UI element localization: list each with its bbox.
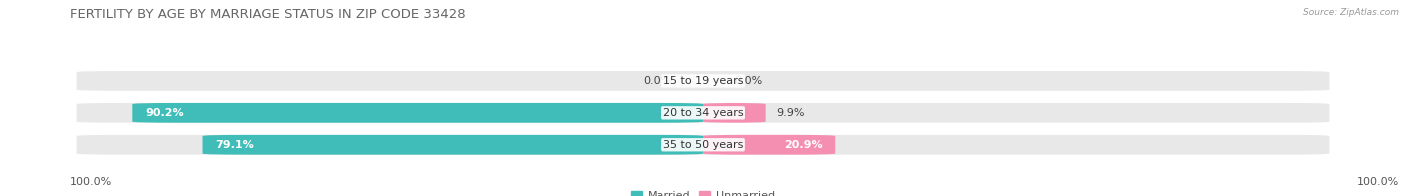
FancyBboxPatch shape bbox=[703, 103, 766, 123]
FancyBboxPatch shape bbox=[202, 135, 703, 155]
Text: 9.9%: 9.9% bbox=[776, 108, 804, 118]
Text: 15 to 19 years: 15 to 19 years bbox=[662, 76, 744, 86]
Text: 35 to 50 years: 35 to 50 years bbox=[662, 140, 744, 150]
Text: FERTILITY BY AGE BY MARRIAGE STATUS IN ZIP CODE 33428: FERTILITY BY AGE BY MARRIAGE STATUS IN Z… bbox=[70, 8, 465, 21]
FancyBboxPatch shape bbox=[76, 135, 1330, 155]
Text: 90.2%: 90.2% bbox=[145, 108, 184, 118]
Text: Source: ZipAtlas.com: Source: ZipAtlas.com bbox=[1303, 8, 1399, 17]
FancyBboxPatch shape bbox=[76, 71, 1330, 91]
Text: 0.0%: 0.0% bbox=[734, 76, 763, 86]
Text: 100.0%: 100.0% bbox=[1357, 177, 1399, 187]
Text: 100.0%: 100.0% bbox=[70, 177, 112, 187]
Legend: Married, Unmarried: Married, Unmarried bbox=[627, 186, 779, 196]
Text: 79.1%: 79.1% bbox=[215, 140, 254, 150]
Text: 20.9%: 20.9% bbox=[785, 140, 823, 150]
FancyBboxPatch shape bbox=[703, 135, 835, 155]
FancyBboxPatch shape bbox=[132, 103, 703, 123]
FancyBboxPatch shape bbox=[76, 103, 1330, 123]
Text: 0.0%: 0.0% bbox=[643, 76, 672, 86]
Text: 20 to 34 years: 20 to 34 years bbox=[662, 108, 744, 118]
